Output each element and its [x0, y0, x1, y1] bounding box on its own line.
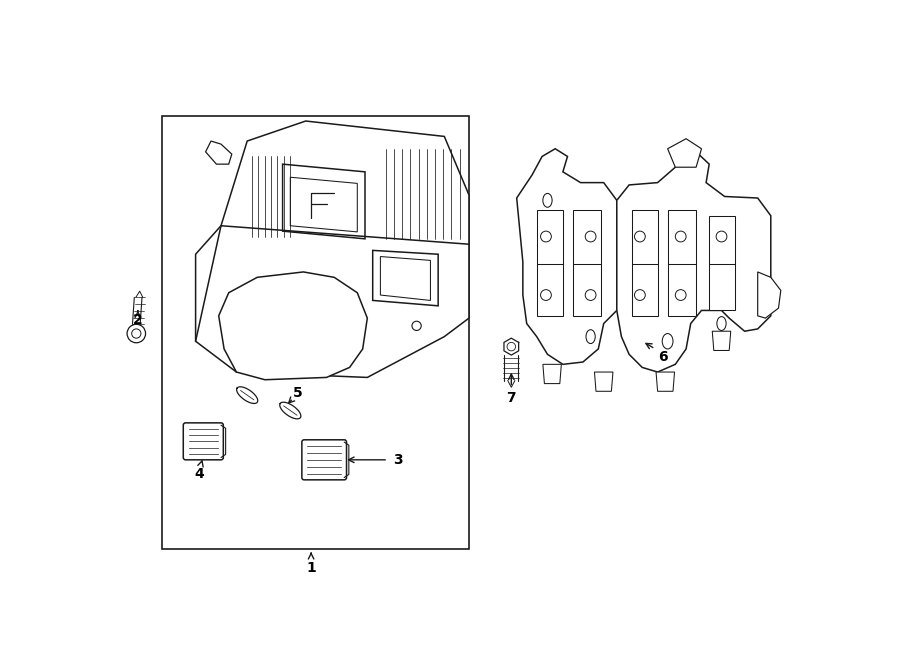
Polygon shape: [291, 177, 357, 232]
Polygon shape: [668, 139, 701, 167]
Polygon shape: [373, 250, 438, 306]
Polygon shape: [536, 211, 562, 316]
Text: 1: 1: [306, 561, 316, 575]
Polygon shape: [381, 257, 430, 301]
Polygon shape: [517, 149, 616, 364]
Bar: [163, 117, 469, 549]
Polygon shape: [573, 211, 601, 316]
Polygon shape: [758, 272, 781, 318]
Text: 6: 6: [658, 350, 668, 363]
Polygon shape: [712, 331, 731, 350]
FancyBboxPatch shape: [184, 423, 223, 460]
Polygon shape: [656, 372, 674, 391]
Text: 4: 4: [194, 467, 204, 481]
Polygon shape: [616, 152, 770, 372]
Polygon shape: [219, 272, 367, 380]
Polygon shape: [709, 216, 734, 310]
Text: 7: 7: [507, 391, 516, 405]
Polygon shape: [595, 372, 613, 391]
Text: 3: 3: [393, 453, 403, 467]
Polygon shape: [632, 211, 658, 316]
FancyBboxPatch shape: [302, 440, 346, 480]
Polygon shape: [283, 164, 365, 239]
Text: 5: 5: [293, 386, 303, 400]
Text: 2: 2: [133, 312, 143, 326]
Polygon shape: [543, 364, 562, 383]
Polygon shape: [195, 121, 469, 377]
Polygon shape: [668, 211, 696, 316]
Polygon shape: [205, 141, 232, 164]
